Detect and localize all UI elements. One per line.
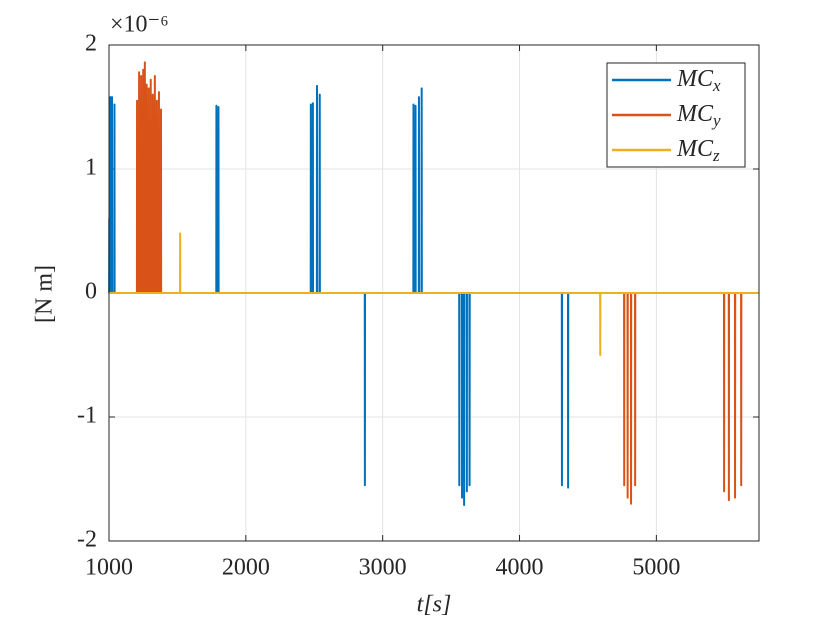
y-tick-label: -1 xyxy=(77,403,97,429)
x-tick-label: 3000 xyxy=(359,555,407,581)
x-axis-label: t[s] xyxy=(417,592,452,618)
legend-label: MCx xyxy=(676,66,721,95)
x-tick-label: 4000 xyxy=(496,555,544,581)
legend-label: MCz xyxy=(676,136,720,165)
y-tick-label: 1 xyxy=(85,155,97,181)
y-tick-label: -2 xyxy=(77,527,97,553)
data-line xyxy=(109,61,759,505)
x-tick-label: 5000 xyxy=(632,555,680,581)
data-line xyxy=(109,232,759,356)
x-tick-label: 1000 xyxy=(85,555,133,581)
legend-label: MCy xyxy=(676,101,721,130)
y-tick-label: 0 xyxy=(85,279,97,305)
plot-frame xyxy=(108,44,760,542)
x-tick-label: 2000 xyxy=(222,555,270,581)
y-axis-label: [N m] xyxy=(32,265,58,323)
y-scale-label: ×10⁻⁶ xyxy=(110,12,169,38)
y-tick-label: 2 xyxy=(85,31,97,57)
